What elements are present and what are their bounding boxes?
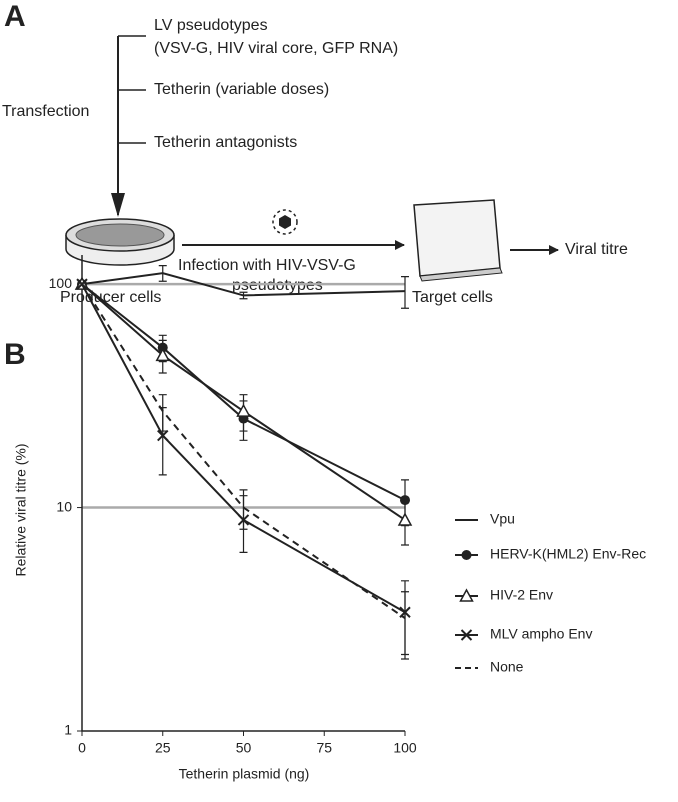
- panel-a: A LV pseudotypes (VSV-G, HIV viral core,…: [2, 0, 628, 306]
- branch-lines: [118, 35, 146, 144]
- marker: [157, 429, 169, 442]
- error-bar: [239, 291, 248, 300]
- y-tick-label: 1: [64, 722, 72, 738]
- virus-icon: [272, 209, 298, 235]
- y-tick-label: 10: [56, 498, 72, 514]
- x-axis-label: Tetherin plasmid (ng): [179, 766, 310, 782]
- x-tick-label: 0: [78, 740, 86, 756]
- x-tick-label: 50: [236, 740, 252, 756]
- marker: [236, 403, 251, 417]
- x-tick-label: 25: [155, 740, 171, 756]
- series-line: [81, 272, 406, 297]
- error-bar: [158, 394, 167, 432]
- producer-label: Producer cells: [60, 289, 161, 306]
- series-line: [81, 283, 406, 521]
- marker: [460, 629, 473, 641]
- series-line: [81, 283, 406, 501]
- legend-label: MLV ampho Env: [490, 626, 592, 642]
- infection-label: pseudotypes: [232, 277, 323, 294]
- target-label: Target cells: [412, 289, 493, 306]
- item: Tetherin (variable doses): [154, 81, 329, 98]
- dish: [65, 218, 175, 266]
- error-bar: [401, 591, 409, 656]
- x-tick-label: 100: [393, 740, 417, 756]
- error-bar: [239, 489, 248, 530]
- marker: [155, 347, 171, 362]
- panel-label: B: [4, 338, 26, 371]
- legend-label: HERV-K(HML2) Env-Rec: [490, 546, 646, 562]
- marker: [459, 588, 474, 602]
- x-tick-label: 75: [316, 740, 332, 756]
- axes: [81, 255, 405, 732]
- legend-label: None: [490, 659, 524, 675]
- plate: [413, 199, 503, 282]
- item: LV pseudotypes: [154, 17, 268, 34]
- item: (VSV-G, HIV viral core, GFP RNA): [154, 40, 398, 57]
- transfection-label: Transfection: [2, 103, 89, 120]
- marker: [397, 512, 413, 526]
- infection-label: Infection with HIV-VSV-G: [178, 257, 356, 274]
- y-axis-label: Relative viral titre (%): [13, 443, 29, 576]
- item: Tetherin antagonists: [154, 134, 297, 151]
- marker: [461, 550, 472, 560]
- output-label: Viral titre: [565, 241, 628, 258]
- legend-label: Vpu: [490, 511, 515, 527]
- y-tick-label: 100: [49, 275, 73, 291]
- error-bar: [158, 265, 167, 282]
- legend-label: HIV-2 Env: [490, 587, 553, 603]
- series-line: [81, 283, 406, 614]
- series-line: [81, 283, 406, 619]
- error-bar: [401, 276, 409, 309]
- panel-label: A: [4, 0, 26, 33]
- panel-b: B Relative viral titre (%) Tetherin plas…: [4, 255, 646, 782]
